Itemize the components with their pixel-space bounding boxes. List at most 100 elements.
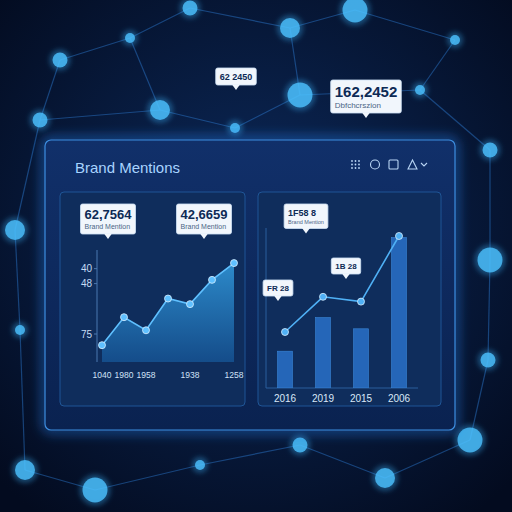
- dashboard: 62 2450 162,2452Dbfchcrszion Brand Mention…: [0, 0, 512, 512]
- icon-settings: [371, 160, 380, 169]
- y-tick-label: 75: [81, 329, 93, 340]
- network-node: [343, 0, 368, 23]
- network-node: [5, 220, 25, 240]
- x-tick-label: 1980: [115, 370, 134, 380]
- network-node-glow: [2, 217, 28, 243]
- callout-pointer: [274, 296, 282, 302]
- network-node: [15, 460, 35, 480]
- y-tick: [94, 334, 97, 335]
- icon-grid-dot: [351, 164, 353, 166]
- callout-box: [216, 68, 257, 85]
- x-tick-label: 1040: [93, 370, 112, 380]
- network-edge: [420, 40, 455, 90]
- network-node-glow: [447, 32, 463, 48]
- network-node-glow: [475, 245, 506, 276]
- callout-value: 62,7564: [85, 207, 133, 222]
- data-point: [320, 293, 327, 300]
- network-node-glow: [285, 80, 316, 111]
- panel: [45, 140, 455, 430]
- data-point: [187, 301, 194, 308]
- callout-box: [263, 280, 293, 296]
- icon-grid-dot: [355, 167, 357, 169]
- network-node-glow: [412, 82, 428, 98]
- y-tick: [94, 283, 97, 284]
- x-tick-label: 2019: [312, 393, 335, 404]
- panel-title: Brand Mentions: [75, 159, 180, 176]
- callout-value: 1F58 8: [288, 208, 316, 218]
- floating-label: 62 2450: [216, 68, 257, 90]
- network-node: [183, 1, 198, 16]
- x-tick-label: 1258: [225, 370, 244, 380]
- network-node-glow: [480, 140, 501, 161]
- x-tick-label: 2015: [350, 393, 373, 404]
- callout-box: [81, 204, 136, 234]
- network-node: [375, 468, 395, 488]
- chart-callout: 42,6659Brand Mention: [177, 204, 232, 239]
- bar: [354, 329, 369, 388]
- network-node: [478, 248, 503, 273]
- plot-area-2: [278, 233, 407, 389]
- callout-box: [331, 258, 360, 274]
- network-node: [150, 100, 170, 120]
- network-node-glow: [227, 120, 243, 136]
- network-edge: [200, 445, 300, 465]
- icon-chevron: [421, 163, 427, 166]
- area-fill: [102, 263, 234, 362]
- network-node-glow: [147, 97, 173, 123]
- network-node-glow: [12, 322, 28, 338]
- y-tick-label: 40: [81, 263, 93, 274]
- callout-value: FR 28: [267, 284, 289, 293]
- callout-value: 162,2452: [335, 83, 398, 100]
- callout-pointer: [232, 85, 240, 91]
- chart-callout: FR 28: [263, 280, 293, 301]
- network-node: [53, 53, 68, 68]
- network-node-glow: [340, 0, 371, 26]
- network-node-glow: [290, 435, 311, 456]
- data-point: [282, 329, 289, 336]
- network-decor: [2, 0, 506, 506]
- icon-grid-dot: [355, 160, 357, 162]
- icon-grid-dot: [358, 164, 360, 166]
- network-edge: [20, 330, 25, 470]
- network-node-glow: [122, 30, 138, 46]
- callout-subtext: Brand Mention: [288, 219, 324, 225]
- x-tick-label: 2016: [274, 393, 297, 404]
- callout-pointer: [200, 234, 208, 240]
- network-edge: [15, 120, 40, 230]
- network-edge: [489, 150, 490, 260]
- network-node-glow: [180, 0, 201, 19]
- network-edge: [300, 445, 385, 478]
- data-point: [99, 342, 106, 349]
- network-node-glow: [277, 15, 303, 41]
- icon-alert: [408, 160, 417, 169]
- network-node-glow: [372, 465, 398, 491]
- network-node: [450, 35, 460, 45]
- data-point: [143, 327, 150, 334]
- plot-area-1: [99, 260, 238, 362]
- network-node: [415, 85, 425, 95]
- floating-label: 162,2452Dbfchcrszion: [331, 80, 402, 118]
- callout-value: 62 2450: [220, 72, 253, 82]
- chart-callout: 1F58 8Brand Mention: [284, 204, 328, 234]
- network-node: [293, 438, 308, 453]
- network-node-glow: [30, 110, 51, 131]
- area-line: [102, 263, 234, 345]
- network-edge: [60, 38, 130, 60]
- network-edge: [355, 10, 455, 40]
- data-point: [358, 298, 365, 305]
- network-node: [195, 460, 205, 470]
- data-point: [209, 276, 216, 283]
- x-tick-label: 1938: [181, 370, 200, 380]
- callout-subtext: Brand Mention: [181, 223, 227, 230]
- callout-value: 1B 28: [335, 262, 357, 271]
- y-axis-line: [97, 250, 98, 362]
- network-node-glow: [478, 350, 499, 371]
- callout-box: [284, 204, 328, 229]
- data-point: [396, 233, 403, 240]
- callout-subtext: Dbfchcrszion: [335, 101, 381, 110]
- network-node: [280, 18, 300, 38]
- x-tick-label: 1958: [137, 370, 156, 380]
- network-node: [458, 428, 483, 453]
- chart-callout: 1B 28: [331, 258, 360, 279]
- y-tick-label: 48: [81, 278, 93, 289]
